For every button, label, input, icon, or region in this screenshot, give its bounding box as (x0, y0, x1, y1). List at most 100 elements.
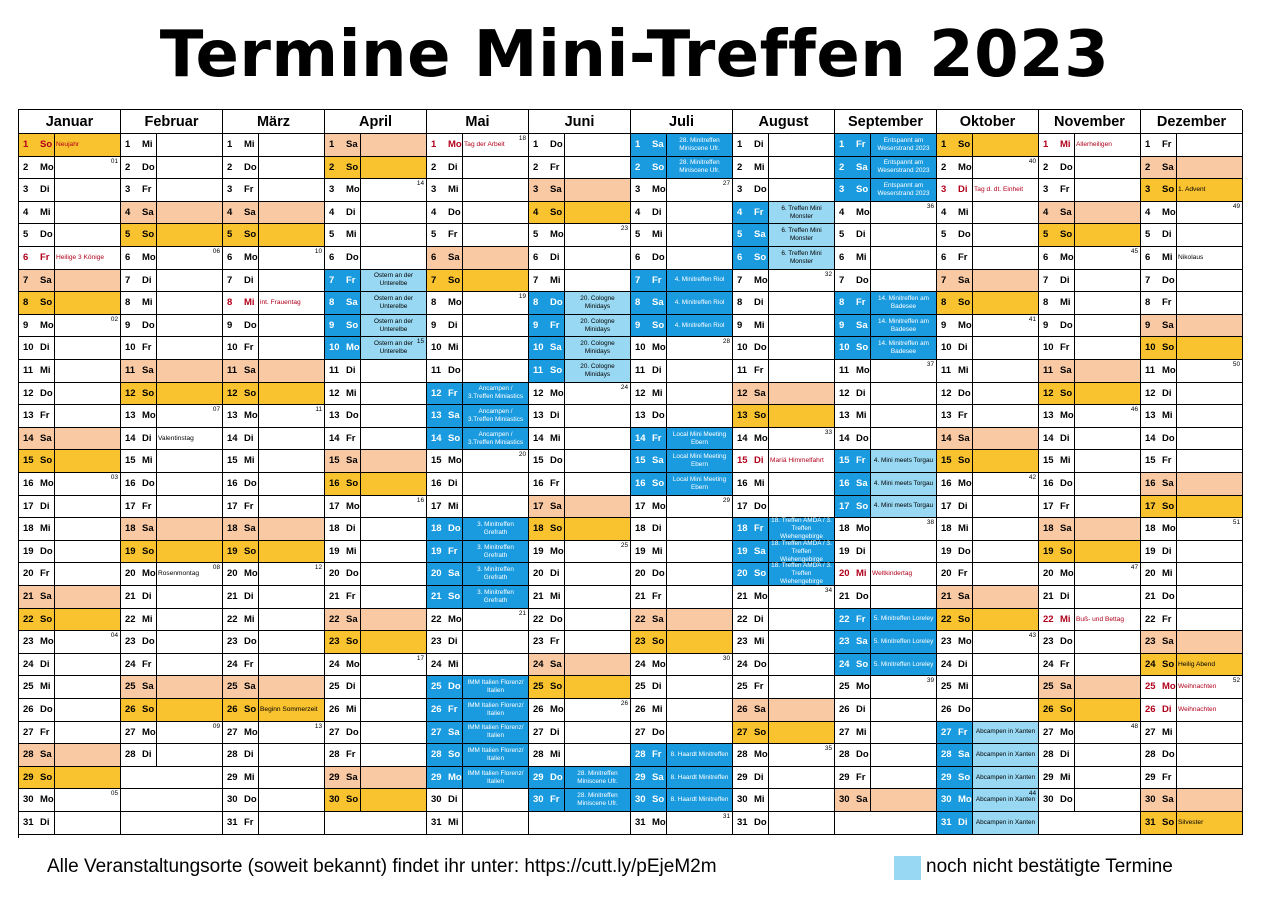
day-number: 9 (1145, 319, 1151, 331)
day-number: 10 (23, 342, 34, 354)
day-number: 1 (941, 139, 947, 150)
day-number: 19 (1145, 545, 1156, 557)
day-number: 6 (329, 252, 335, 263)
weekday-name: Do (1162, 432, 1175, 444)
weekday-name: So (856, 500, 869, 512)
day-cell (325, 676, 361, 698)
day-cell (223, 360, 259, 382)
day-cell (427, 473, 463, 495)
day-row: 2 Mo 40 (937, 156, 1039, 180)
weekday-name: Mo (346, 500, 360, 512)
day-number: 23 (635, 636, 646, 648)
day-cell (631, 812, 667, 834)
day-cell (529, 495, 565, 518)
weekday-name: Mo (1162, 523, 1176, 535)
day-cell (1039, 608, 1075, 631)
day-number: 24 (635, 658, 646, 670)
empty-cell (157, 224, 222, 246)
day-number: 4 (1043, 206, 1049, 218)
day-number: 14 (635, 432, 646, 444)
day-cell (1141, 360, 1177, 382)
day-row: 19 Di (1141, 540, 1243, 564)
day-cell (1141, 744, 1177, 766)
empty-cell (259, 812, 324, 834)
day-row: 30 Mi (733, 789, 835, 812)
day-number: 26 (431, 704, 442, 715)
day-cell (529, 337, 565, 359)
day-row: 29 Do 28. Minitreffen Miniscene Ufr. (529, 766, 631, 790)
event-cell (973, 812, 1038, 834)
day-number: 12 (839, 387, 850, 399)
weekday-name: Do (550, 455, 563, 467)
event-cell (769, 224, 834, 246)
day-row: 31 Di (19, 812, 121, 835)
weekday-name: Di (754, 771, 764, 783)
day-cell (1039, 563, 1075, 585)
weekday-name: Di (448, 794, 458, 806)
day-note: 1. Advent (1178, 186, 1206, 194)
day-row: 2 So 28. Minitreffen Miniscene Ufr. (631, 156, 733, 180)
day-row: 8 Mi int. Frauentag (223, 292, 325, 315)
weekday-name: Sa (142, 523, 154, 535)
day-note: int. Frauentag (260, 299, 301, 307)
day-cell (19, 156, 55, 179)
day-cell (937, 247, 973, 269)
day-number: 5 (839, 229, 845, 241)
empty-cell (463, 496, 528, 518)
empty-cell (259, 586, 324, 608)
day-cell (325, 405, 361, 427)
weekday-name: Do (754, 342, 767, 354)
day-row: 25 Sa (121, 676, 223, 699)
day-note: Heilig Abend (1178, 660, 1216, 668)
day-row: 15 Di Mariä Himmelfahrt (733, 450, 835, 473)
weekday-name: Fr (550, 161, 560, 173)
day-number: 26 (1043, 704, 1054, 715)
day-row: 18 Mi (937, 518, 1039, 541)
empty-cell (55, 405, 120, 427)
weekday-name: Do (244, 478, 257, 489)
day-number: 24 (533, 658, 544, 670)
day-row: 7 Sa (19, 269, 121, 293)
day-number: 30 (941, 794, 952, 806)
event-label: Entspannt am Weserstrand 2023 (877, 181, 930, 197)
day-row: 5 Do (937, 224, 1039, 247)
day-number: 20 (839, 568, 850, 580)
month-column-dezember: Dezember 1 Fr 2 Sa 3 So 1. Advent 4 Mo 49 5 Di 6 Mi Nik… (1141, 110, 1243, 838)
day-note: Rosenmontag (158, 570, 200, 578)
weekday-name: Di (958, 658, 968, 670)
day-row: 5 Do (19, 224, 121, 247)
day-cell (19, 134, 55, 156)
day-number: 21 (635, 591, 646, 602)
empty-cell (463, 202, 528, 224)
day-number: 24 (1145, 658, 1156, 670)
day-cell (223, 586, 259, 608)
weekday-name: Fr (550, 478, 560, 489)
empty-cell (1075, 315, 1140, 337)
day-cell (121, 631, 157, 653)
day-cell (121, 269, 157, 292)
day-cell (937, 563, 973, 585)
empty-cell (463, 337, 528, 359)
weekday-name: Mi (754, 478, 765, 489)
day-row: 10 Sa 20. Cologne Minidays (529, 337, 631, 360)
day-number: 10 (737, 342, 748, 354)
day-cell (427, 156, 463, 179)
weekday-name: Mo (1060, 252, 1074, 263)
empty-cell (55, 450, 120, 472)
day-cell (1141, 766, 1177, 789)
weekday-name: Do (958, 229, 971, 241)
empty-cell (259, 224, 324, 246)
day-number: 26 (227, 704, 238, 715)
event-cell (463, 721, 528, 744)
day-cell (19, 314, 55, 337)
day-cell (19, 247, 55, 269)
empty-cell (667, 202, 732, 224)
week-number: 38 (926, 519, 934, 527)
weekday-name: Mo (754, 591, 768, 602)
weekday-name: Mi (346, 229, 357, 241)
empty-cell (1177, 631, 1242, 653)
day-number: 20 (125, 568, 136, 580)
day-cell (529, 314, 565, 337)
day-cell (835, 789, 871, 811)
day-number: 3 (431, 184, 437, 196)
